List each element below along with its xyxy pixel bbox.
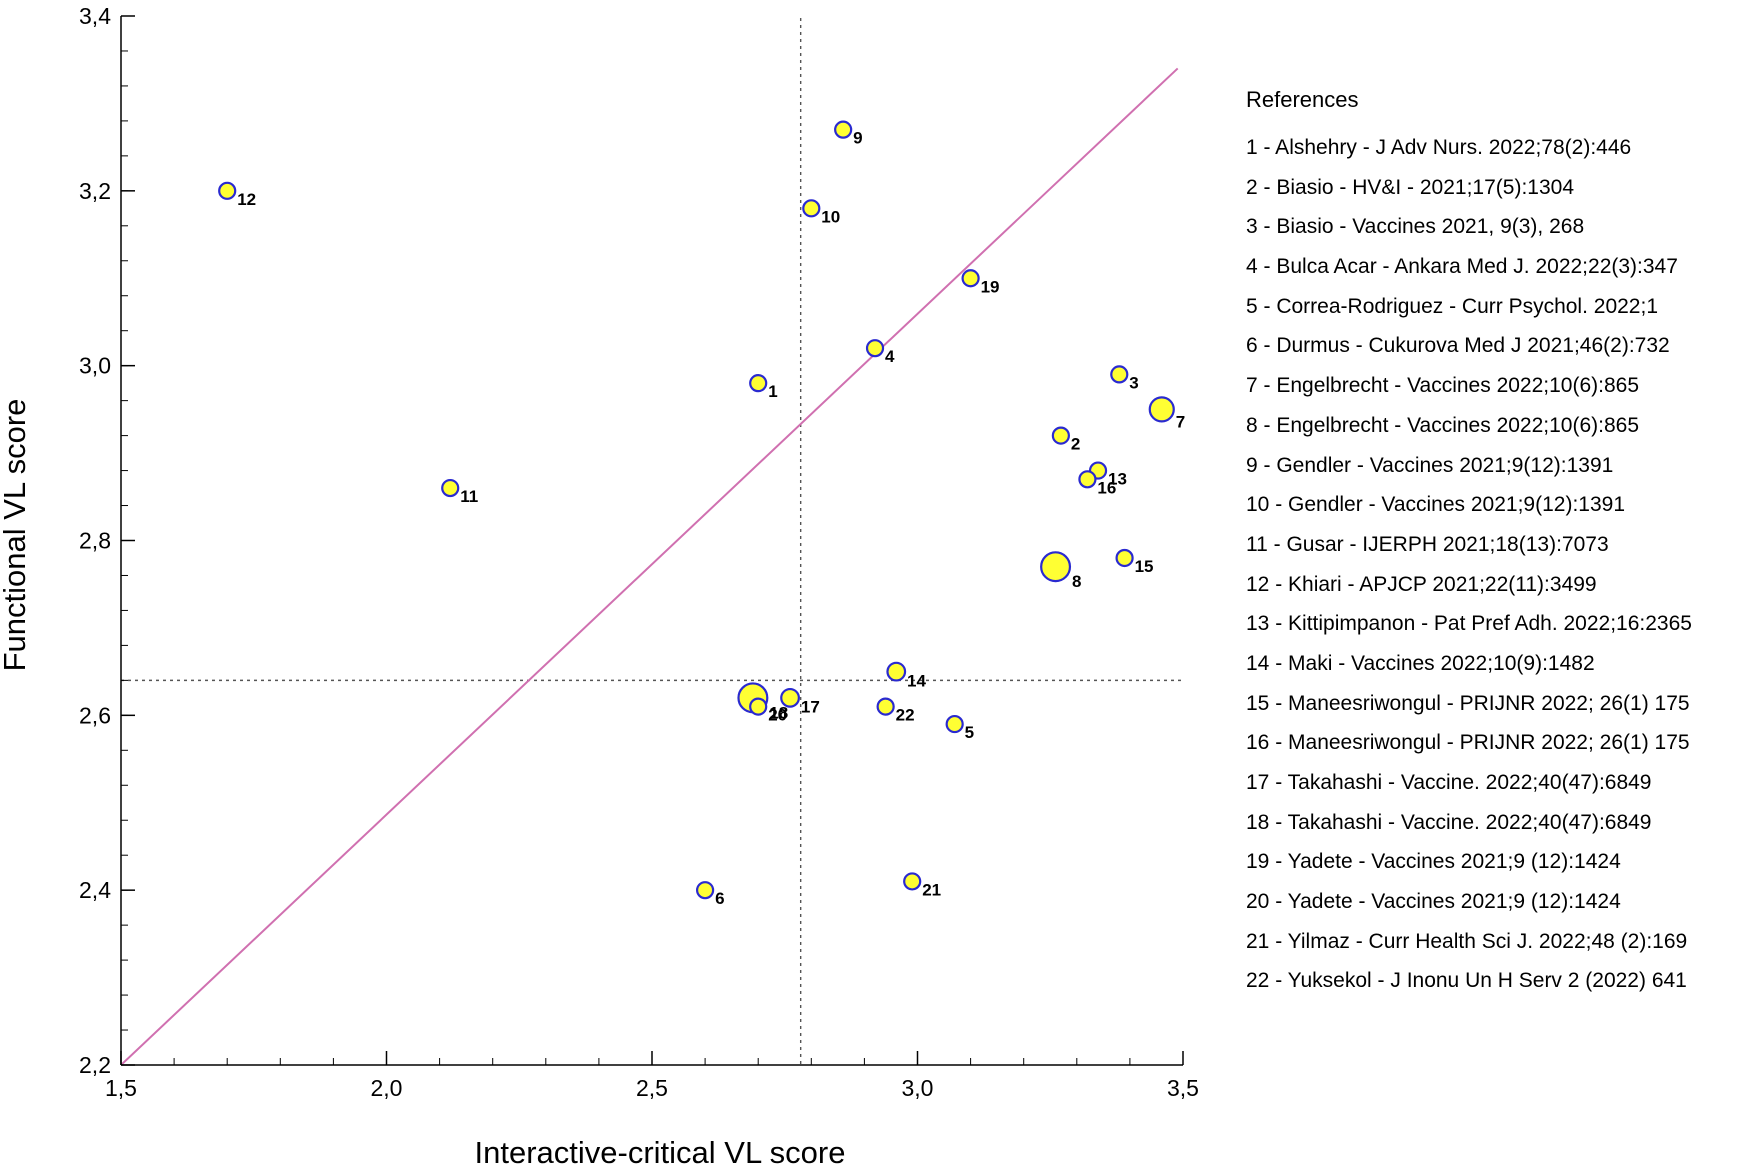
legend-item: 8 - Engelbrecht - Vaccines 2022;10(6):86… [1246, 413, 1640, 437]
axes: 2,2 2,4 2,6 2,8 3,0 3,2 3,4 1,5 2,0 2,5 3,0 3,5 [79, 3, 1199, 1101]
legend-item: 16 - Maneesriwongul - PRIJNR 2022; 26(1)… [1246, 731, 1690, 755]
point-label-19: 19 [981, 277, 1000, 296]
legend-item: 17 - Takahashi - Vaccine. 2022;40(47):68… [1246, 771, 1652, 794]
point-label-21: 21 [922, 880, 941, 899]
y-axis-title: Functional VL score [0, 399, 32, 672]
legend-item: 15 - Maneesriwongul - PRIJNR 2022; 26(1)… [1246, 691, 1690, 715]
data-point-2 [1051, 426, 1070, 445]
point-label-3: 3 [1129, 373, 1138, 392]
point-label-1: 1 [768, 382, 777, 401]
point-label-16: 16 [1097, 478, 1116, 497]
point-label-14: 14 [907, 671, 926, 690]
x-tick-label: 1,5 [105, 1075, 137, 1101]
legend-item: 10 - Gendler - Vaccines 2021;9(12):1391 [1246, 493, 1626, 517]
point-label-10: 10 [821, 207, 840, 226]
point-label-5: 5 [965, 723, 974, 742]
legend-item: 9 - Gendler - Vaccines 2021;9(12):1391 [1246, 453, 1614, 477]
y-tick-label: 3,4 [79, 3, 111, 29]
legend-item: 21 - Yilmaz - Curr Health Sci J. 2022;48… [1246, 929, 1688, 953]
data-point-19 [961, 269, 980, 288]
legend-item: 3 - Biasio - Vaccines 2021, 9(3), 268 [1246, 215, 1585, 239]
point-label-12: 12 [237, 190, 256, 209]
legend-item: 14 - Maki - Vaccines 2022;10(9):1482 [1246, 651, 1595, 675]
legend-item: 12 - Khiari - APJCP 2021;22(11):3499 [1246, 572, 1597, 596]
point-label-22: 22 [896, 706, 915, 725]
point-label-2: 2 [1071, 435, 1080, 454]
legend-item: 11 - Gusar - IJERPH 2021;18(13):7073 [1246, 532, 1609, 556]
data-point-17 [780, 687, 800, 708]
data-point-4 [865, 339, 885, 358]
point-label-20: 20 [768, 706, 787, 725]
point-label-15: 15 [1135, 557, 1154, 576]
legend-item: 13 - Kittipimpanon - Pat Pref Adh. 2022;… [1246, 612, 1692, 636]
reference-lines [120, 18, 1183, 1066]
point-label-8: 8 [1072, 572, 1081, 591]
point-label-13: 13 [1108, 470, 1127, 489]
data-point-7 [1148, 396, 1175, 423]
legend-item: 22 - Yuksekol - J Inonu Un H Serv 2 (202… [1246, 969, 1687, 993]
diagonal-line [120, 67, 1179, 1066]
legend-item: 18 - Takahashi - Vaccine. 2022;40(47):68… [1246, 810, 1652, 834]
data-point-21 [903, 872, 922, 891]
x-axis-title: Interactive-critical VL score [475, 1135, 846, 1170]
legend-item: 19 - Yadete - Vaccines 2021;9 (12):1424 [1246, 850, 1621, 874]
y-tick-label: 2,8 [79, 528, 111, 554]
y-tick-label: 3,0 [79, 353, 111, 379]
data-point-10 [802, 199, 821, 218]
legend-title: References [1246, 87, 1359, 112]
data-point-20 [749, 697, 768, 716]
scatter-chart: 2,22,42,62,83,03,23,41,5 2,0 2,5 3,0 3,5 123… [0, 3, 1199, 1170]
point-label-6: 6 [715, 889, 724, 908]
legend-item: 7 - Engelbrecht - Vaccines 2022;10(6):86… [1246, 374, 1640, 398]
data-point-9 [834, 120, 853, 139]
point-label-4: 4 [885, 347, 895, 366]
data-point-1 [749, 374, 768, 393]
y-tick-label: 2,4 [79, 877, 111, 903]
legend-list: 1 - Alshehry - J Adv Nurs. 2022;78(2):44… [1246, 128, 1746, 1001]
y-tick-label: 2,2 [79, 1052, 111, 1078]
data-point-8 [1040, 551, 1072, 583]
data-point-16 [1078, 470, 1097, 489]
legend-item: 4 - Bulca Acar - Ankara Med J. 2022;22(3… [1246, 255, 1678, 279]
data-point-3 [1110, 365, 1129, 384]
references-legend: References 1 - Alshehry - J Adv Nurs. 20… [1246, 82, 1746, 1001]
x-tick-label: 3,5 [1167, 1075, 1199, 1101]
legend-item: 5 - Correa-Rodriguez - Curr Psychol. 202… [1246, 294, 1659, 318]
legend-item: 2 - Biasio - HV&I - 2021;17(5):1304 [1246, 175, 1575, 199]
point-label-11: 11 [460, 487, 478, 506]
legend-item: 1 - Alshehry - J Adv Nurs. 2022;78(2):44… [1246, 136, 1632, 159]
x-tick-label: 2,5 [636, 1075, 668, 1101]
legend-item: 20 - Yadete - Vaccines 2021;9 (12):1424 [1246, 890, 1621, 914]
data-point-11 [441, 478, 460, 498]
data-point-22 [876, 697, 895, 716]
y-tick-label: 2,6 [79, 702, 111, 728]
data-point-5 [945, 714, 964, 734]
y-tick-label: 3,2 [79, 178, 111, 204]
data-point-15 [1115, 548, 1134, 568]
point-label-9: 9 [853, 129, 862, 148]
x-tick-label: 3,0 [902, 1075, 934, 1101]
point-label-7: 7 [1176, 412, 1185, 431]
point-label-17: 17 [801, 698, 820, 717]
point-label-18: 18 [769, 703, 788, 722]
data-point-14 [886, 661, 907, 682]
data-point-12 [218, 181, 237, 200]
x-tick-label: 2,0 [371, 1075, 403, 1101]
data-point-6 [695, 881, 715, 900]
legend-item: 6 - Durmus - Cukurova Med J 2021;46(2):7… [1246, 334, 1670, 358]
